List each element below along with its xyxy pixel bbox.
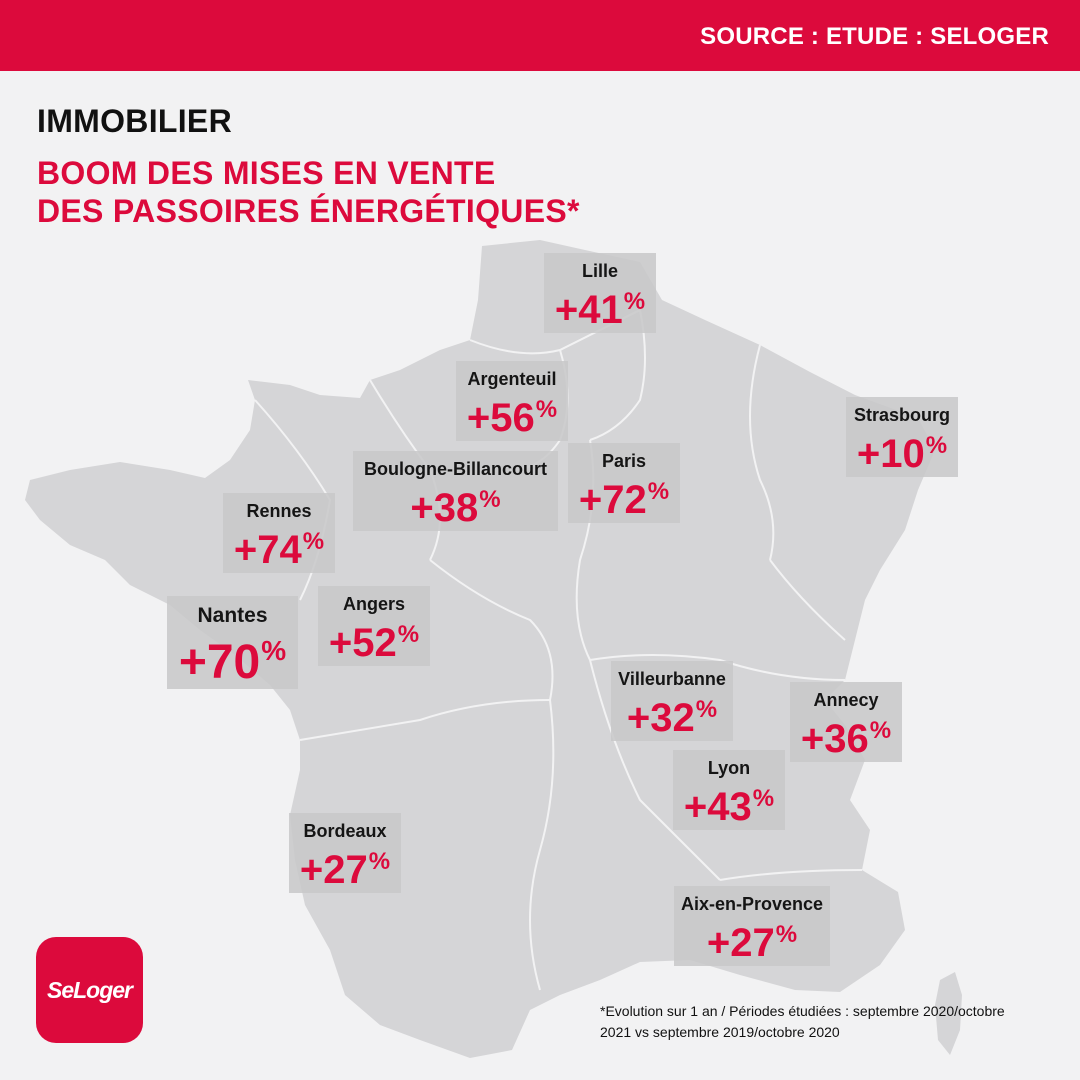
- city-name: Lille: [581, 261, 618, 281]
- city-name: Boulogne-Billancourt: [364, 459, 547, 479]
- city-card-bordeaux: Bordeaux +27%: [289, 813, 401, 893]
- city-value: +56%: [466, 396, 558, 440]
- source-label: SOURCE : ETUDE : SELOGER: [700, 23, 1049, 50]
- city-value: +72%: [578, 478, 670, 522]
- footnote-line-1: *Evolution sur 1 an / Périodes étudiées …: [600, 1003, 1005, 1019]
- city-card-paris: Paris +72%: [568, 443, 680, 523]
- city-value: +52%: [328, 621, 420, 665]
- section-kicker: IMMOBILIER: [37, 103, 232, 139]
- logo-text: SeLoger: [46, 977, 133, 1003]
- city-card-angers: Angers +52%: [318, 586, 430, 666]
- city-value: +27%: [299, 848, 391, 892]
- city-name: Lyon: [707, 758, 751, 778]
- city-name: Villeurbanne: [618, 669, 726, 689]
- city-name: Nantes: [197, 604, 268, 627]
- city-value: +27%: [706, 921, 798, 965]
- city-name: Paris: [601, 451, 647, 471]
- city-value: +38%: [410, 486, 501, 530]
- city-value: +36%: [800, 717, 892, 761]
- footnote: *Evolution sur 1 an / Périodes étudiées …: [600, 1001, 1050, 1043]
- city-value: +70%: [178, 635, 287, 689]
- header-bar: SOURCE : ETUDE : SELOGER: [0, 0, 1080, 71]
- city-card-strasbourg: Strasbourg +10%: [846, 397, 958, 477]
- seloger-logo: SeLoger: [36, 937, 143, 1043]
- city-card-boulogne-billancourt: Boulogne-Billancourt +38%: [353, 451, 558, 531]
- city-name: Argenteuil: [467, 369, 557, 389]
- city-value: +32%: [626, 696, 718, 740]
- headline-line-1: BOOM DES MISES EN VENTE: [37, 155, 496, 191]
- france-mainland-shape: [25, 240, 935, 1058]
- city-name: Rennes: [246, 501, 312, 521]
- city-card-aix-en-provence: Aix-en-Provence +27%: [674, 886, 830, 966]
- city-card-argenteuil: Argenteuil +56%: [456, 361, 568, 441]
- city-name: Annecy: [813, 690, 879, 710]
- city-name: Angers: [342, 594, 405, 614]
- headline-line-2: DES PASSOIRES ÉNERGÉTIQUES*: [37, 193, 580, 229]
- city-card-villeurbanne: Villeurbanne +32%: [611, 661, 733, 741]
- city-name: Aix-en-Provence: [680, 894, 824, 914]
- city-card-rennes: Rennes +74%: [223, 493, 335, 573]
- city-name: Strasbourg: [853, 405, 950, 425]
- city-value: +41%: [554, 288, 646, 332]
- headline: BOOM DES MISES EN VENTE DES PASSOIRES ÉN…: [37, 154, 580, 230]
- corsica-shape: [935, 972, 962, 1055]
- city-card-nantes: Nantes +70%: [167, 596, 298, 689]
- city-value: +10%: [856, 432, 948, 476]
- city-name: Bordeaux: [303, 821, 387, 841]
- city-value: +43%: [683, 785, 775, 829]
- city-card-annecy: Annecy +36%: [790, 682, 902, 762]
- city-card-lyon: Lyon +43%: [673, 750, 785, 830]
- city-value: +74%: [233, 528, 325, 572]
- footnote-line-2: 2021 vs septembre 2019/octobre 2020: [600, 1024, 840, 1040]
- city-card-lille: Lille +41%: [544, 253, 656, 333]
